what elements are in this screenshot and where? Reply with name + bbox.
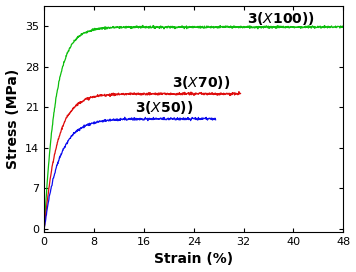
X-axis label: Strain (%): Strain (%) bbox=[154, 252, 233, 267]
Text: 3($\mathit{X}$70)): 3($\mathit{X}$70)) bbox=[172, 74, 230, 91]
Text: 3($\mathit{X}$50)): 3($\mathit{X}$50)) bbox=[135, 99, 193, 116]
Text: 3($\mathit{X}$100)): 3($\mathit{X}$100)) bbox=[247, 10, 315, 27]
Y-axis label: Stress (MPa): Stress (MPa) bbox=[6, 69, 20, 169]
